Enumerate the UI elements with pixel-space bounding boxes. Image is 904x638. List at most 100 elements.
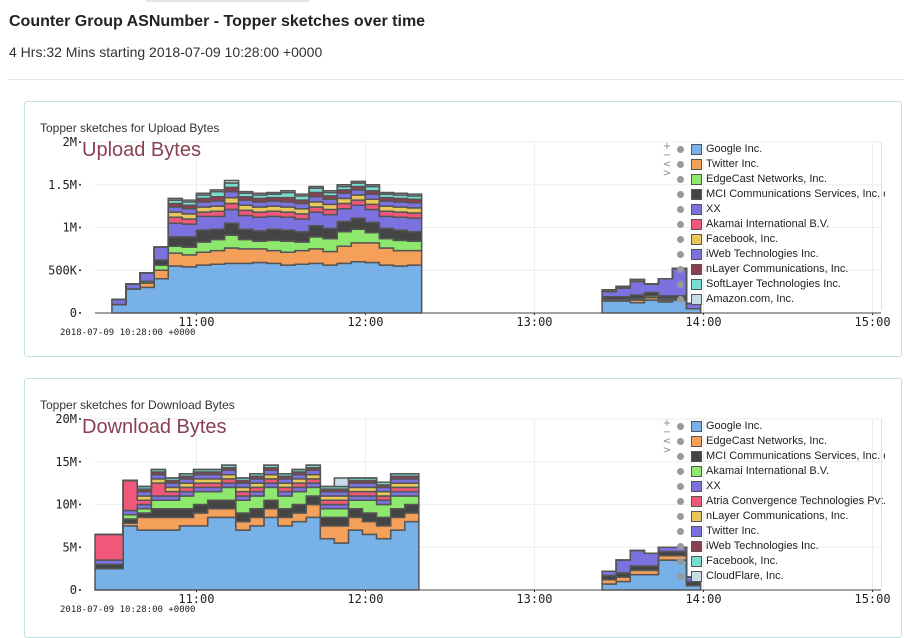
legend-prev-icon[interactable]: <: [662, 159, 672, 170]
legend-item[interactable]: Amazon.com, Inc.: [677, 292, 885, 307]
legend-toggle-dot[interactable]: [677, 513, 684, 520]
area-series-10: [602, 267, 701, 305]
legend-item[interactable]: Twitter Inc.: [677, 524, 885, 539]
legend-toggle-dot[interactable]: [677, 438, 684, 445]
legend-item[interactable]: Akamai International B.V.: [677, 217, 885, 232]
x-tick-label: 14:00: [685, 315, 721, 329]
legend-swatch: [691, 526, 702, 537]
legend-toggle-dot[interactable]: [677, 543, 684, 550]
legend-item[interactable]: nLayer Communications, Inc.: [677, 262, 885, 277]
legend-label: Akamai International B.V.: [706, 218, 830, 230]
legend-toggle-dot[interactable]: [677, 146, 684, 153]
legend-toggle-dot[interactable]: [677, 573, 684, 580]
chart-title: Topper sketches for Upload Bytes: [40, 121, 220, 135]
start-time-label: 2018-07-09 10:28:00 +0000: [60, 328, 195, 338]
y-tick-label: 1M: [63, 221, 77, 235]
legend-label: Atria Convergence Technologies Pvt. Ltd.: [706, 495, 885, 507]
legend-label: Google Inc.: [706, 143, 763, 155]
legend-item[interactable]: Google Inc.: [677, 419, 885, 434]
legend-toggle-dot[interactable]: [677, 266, 684, 273]
legend-item[interactable]: CloudFlare, Inc.: [677, 569, 885, 584]
legend-controls[interactable]: + − < >: [661, 418, 673, 456]
legend-toggle-dot[interactable]: [677, 161, 684, 168]
legend-swatch: [691, 204, 702, 215]
legend-toggle-dot[interactable]: [677, 453, 684, 460]
legend-swatch: [691, 436, 702, 447]
legend-label: Twitter Inc.: [706, 158, 760, 170]
y-tick-mark: [79, 141, 81, 143]
y-tick-mark: [79, 589, 81, 591]
legend-item[interactable]: Facebook, Inc.: [677, 554, 885, 569]
legend-item[interactable]: XX: [677, 202, 885, 217]
legend-next-icon[interactable]: >: [662, 168, 672, 179]
page-subtitle: 4 Hrs:32 Mins starting 2018-07-09 10:28:…: [9, 44, 323, 60]
legend-toggle-dot[interactable]: [677, 176, 684, 183]
legend-collapse-icon[interactable]: −: [662, 427, 672, 438]
y-tick-mark: [79, 503, 81, 506]
legend-label: Facebook, Inc.: [706, 555, 779, 567]
y-tick-label: 15M: [55, 455, 77, 469]
legend-label: Akamai International B.V.: [706, 465, 830, 477]
legend-controls[interactable]: + − < >: [661, 141, 673, 179]
download-bytes-chart[interactable]: 11:00 12:00 13:00 14:00 15:00 0 5M 10M 15M 20M 201…: [25, 379, 901, 633]
legend-item[interactable]: iWeb Technologies Inc.: [677, 247, 885, 262]
start-time-label: 2018-07-09 10:28:00 +0000: [60, 605, 195, 615]
legend-toggle-dot[interactable]: [677, 191, 684, 198]
legend-item[interactable]: EdgeCast Networks, Inc.: [677, 434, 885, 449]
legend-item[interactable]: XX: [677, 479, 885, 494]
legend-item[interactable]: iWeb Technologies Inc.: [677, 539, 885, 554]
chart-overlay-label: Upload Bytes: [82, 139, 201, 161]
y-tick-mark: [79, 312, 81, 314]
legend-item[interactable]: Facebook, Inc.: [677, 232, 885, 247]
legend-item[interactable]: Atria Convergence Technologies Pvt. Ltd.: [677, 494, 885, 509]
divider: [9, 79, 904, 80]
legend-swatch: [691, 249, 702, 260]
legend-toggle-dot[interactable]: [677, 281, 684, 288]
legend-label: MCI Communications Services, Inc. d/b/a …: [706, 450, 885, 462]
x-tick-label: 15:00: [854, 592, 890, 606]
legend-swatch: [691, 571, 702, 582]
legend-label: Facebook, Inc.: [706, 233, 779, 245]
page-title: Counter Group ASNumber - Topper sketches…: [9, 13, 426, 30]
legend-item[interactable]: Twitter Inc.: [677, 157, 885, 172]
legend-collapse-icon[interactable]: −: [662, 150, 672, 161]
legend-item[interactable]: Google Inc.: [677, 142, 885, 157]
legend-item[interactable]: SoftLayer Technologies Inc.: [677, 277, 885, 292]
legend-label: CloudFlare, Inc.: [706, 570, 784, 582]
legend-label: MCI Communications Services, Inc. d/b/a …: [706, 188, 885, 200]
legend-toggle-dot[interactable]: [677, 423, 684, 430]
legend-item[interactable]: MCI Communications Services, Inc. d/b/a …: [677, 449, 885, 464]
legend-swatch: [691, 541, 702, 552]
legend-toggle-dot[interactable]: [677, 236, 684, 243]
legend-toggle-dot[interactable]: [677, 528, 684, 535]
legend-toggle-dot[interactable]: [677, 483, 684, 490]
upload-bytes-chart[interactable]: 11:00 12:00 13:00 14:00 15:00 0 500K 1M 1.5M 2M 20…: [25, 102, 901, 356]
legend-toggle-dot[interactable]: [677, 221, 684, 228]
legend-toggle-dot[interactable]: [677, 296, 684, 303]
y-tick-mark: [79, 269, 81, 272]
legend-toggle-dot[interactable]: [677, 206, 684, 213]
legend-swatch: [691, 264, 702, 275]
y-tick-label: 0: [70, 583, 77, 597]
y-tick-mark: [79, 183, 81, 186]
legend-label: XX: [706, 480, 721, 492]
legend-item[interactable]: MCI Communications Services, Inc. d/b/a …: [677, 187, 885, 202]
legend-item[interactable]: EdgeCast Networks, Inc.: [677, 172, 885, 187]
legend-toggle-dot[interactable]: [677, 251, 684, 258]
legend-swatch: [691, 219, 702, 230]
legend-swatch: [691, 234, 702, 245]
legend-expand-icon[interactable]: +: [662, 141, 672, 152]
legend-swatch: [691, 174, 702, 185]
legend-swatch: [691, 421, 702, 432]
legend-toggle-dot[interactable]: [677, 558, 684, 565]
legend-toggle-dot[interactable]: [677, 468, 684, 475]
legend-toggle-dot[interactable]: [677, 498, 684, 505]
legend-expand-icon[interactable]: +: [662, 418, 672, 429]
legend-border: [881, 419, 882, 587]
legend-item[interactable]: Akamai International B.V.: [677, 464, 885, 479]
legend-prev-icon[interactable]: <: [662, 436, 672, 447]
legend-swatch: [691, 159, 702, 170]
legend-label: Amazon.com, Inc.: [706, 293, 795, 305]
legend-item[interactable]: nLayer Communications, Inc.: [677, 509, 885, 524]
legend-next-icon[interactable]: >: [662, 445, 672, 456]
